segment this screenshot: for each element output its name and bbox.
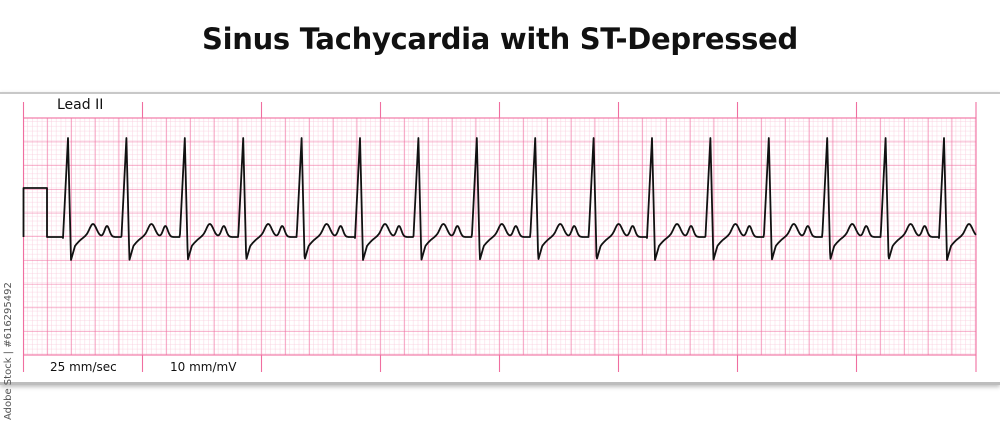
stock-credit: Adobe Stock | #616295492 <box>3 282 14 420</box>
page-title: Sinus Tachycardia with ST-Depressed <box>202 22 798 56</box>
ecg-grid <box>22 117 977 356</box>
lead-label: Lead II <box>57 97 104 113</box>
paper-speed-label: 25 mm/sec <box>50 360 117 374</box>
time-markers <box>22 102 977 372</box>
gain-label: 10 mm/mV <box>170 360 237 374</box>
ecg-trace <box>22 137 977 261</box>
